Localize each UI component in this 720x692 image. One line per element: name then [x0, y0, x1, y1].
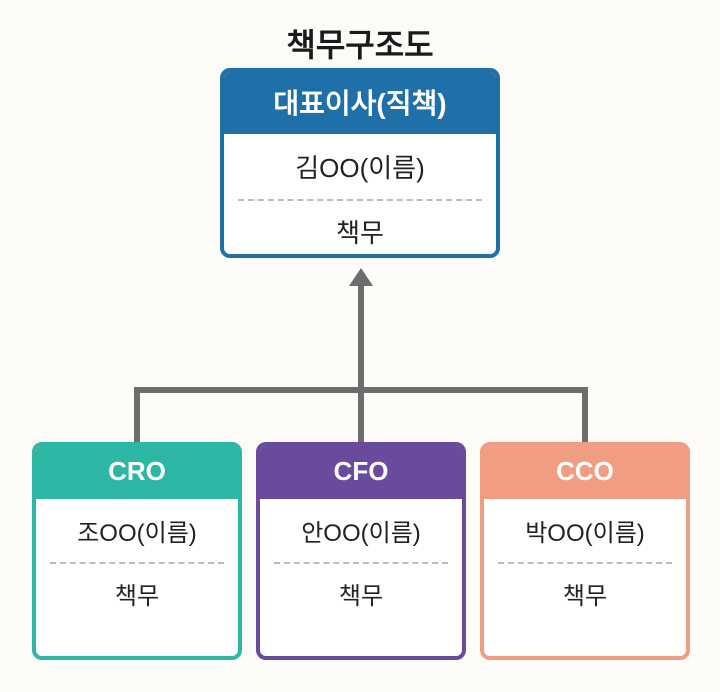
org-node-body: 박OO(이름) 책무: [484, 499, 686, 627]
org-node-duty: 책무: [484, 564, 686, 627]
org-node-body: 김OO(이름) 책무: [224, 134, 496, 258]
org-node-cco: CCO 박OO(이름) 책무: [480, 442, 690, 660]
org-node-role: 대표이사(직책): [224, 72, 496, 134]
org-node-duty: 책무: [224, 201, 496, 258]
org-node-name: 김OO(이름): [224, 134, 496, 199]
org-node-role: CCO: [484, 446, 686, 499]
org-node-body: 조OO(이름) 책무: [36, 499, 238, 627]
org-node-cfo: CFO 안OO(이름) 책무: [256, 442, 466, 660]
org-node-name: 안OO(이름): [260, 499, 462, 562]
org-node-body: 안OO(이름) 책무: [260, 499, 462, 627]
org-node-role: CRO: [36, 446, 238, 499]
org-node-duty: 책무: [36, 564, 238, 627]
org-node-name: 박OO(이름): [484, 499, 686, 562]
chart-title: 책무구조도: [0, 20, 720, 66]
org-node-cro: CRO 조OO(이름) 책무: [32, 442, 242, 660]
org-node-name: 조OO(이름): [36, 499, 238, 562]
org-node-root: 대표이사(직책) 김OO(이름) 책무: [220, 68, 500, 258]
org-node-duty: 책무: [260, 564, 462, 627]
org-node-role: CFO: [260, 446, 462, 499]
